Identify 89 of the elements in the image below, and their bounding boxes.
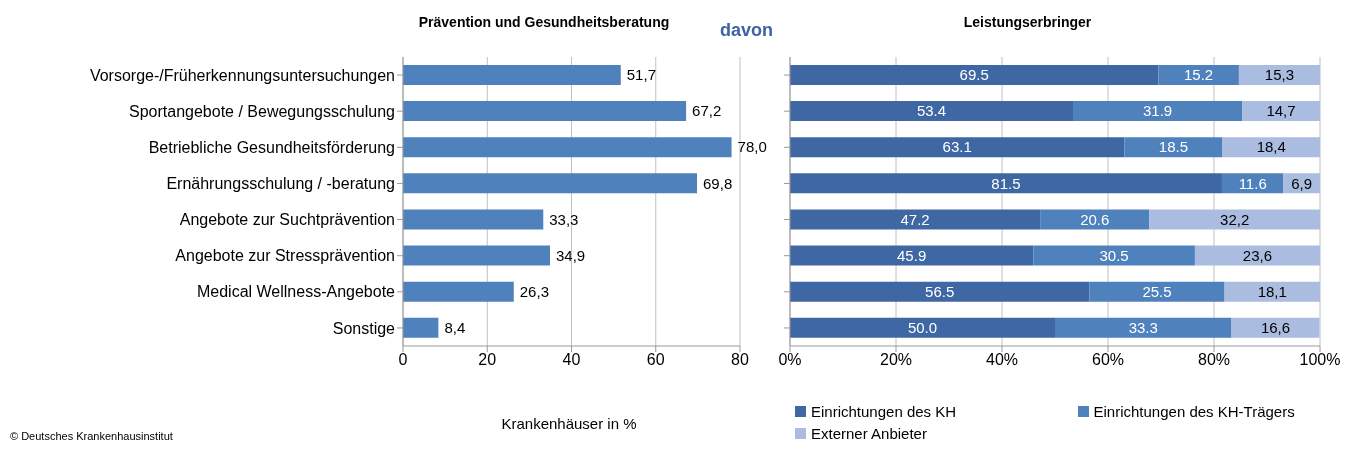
bar: [1055, 317, 1232, 338]
y-tick-label: Betriebliche Gesundheitsförderung: [148, 138, 395, 156]
data-label: 69,8: [703, 174, 733, 192]
data-label: 6,9: [1291, 174, 1313, 192]
data-label: 18.5: [1158, 138, 1189, 156]
bar: [403, 209, 544, 230]
bar: [790, 64, 1159, 85]
data-label: 47.2: [900, 210, 930, 228]
bar: [1149, 209, 1320, 230]
data-label: 69.5: [959, 66, 989, 84]
bar: [403, 64, 621, 85]
bar: [1224, 281, 1320, 302]
data-label: 56.5: [925, 282, 955, 300]
bar: [790, 245, 1034, 266]
y-tick-label: Angebote zur Stressprävention: [175, 247, 395, 265]
bar: [403, 245, 551, 266]
data-label: 33,3: [549, 210, 579, 228]
x-tick-label: 20: [478, 351, 497, 369]
data-label: 14,7: [1266, 102, 1296, 120]
chart-title: Prävention und Gesundheitsberatung: [418, 14, 670, 30]
x-tick-label: 40: [562, 351, 581, 369]
data-label: 15,3: [1264, 66, 1295, 84]
x-tick-label: 0%: [778, 351, 802, 369]
data-label: 15.2: [1184, 66, 1214, 84]
legend-label: Externer Anbieter: [810, 423, 928, 444]
data-label: 11.6: [1238, 174, 1267, 192]
legend-label: Einrichtungen des KH: [810, 401, 958, 422]
x-tick-label: 60%: [1091, 351, 1125, 369]
bar: [1073, 101, 1243, 122]
bar: [1089, 281, 1225, 302]
x-tick-label: 20%: [879, 351, 913, 369]
data-label: 53.4: [916, 102, 947, 120]
data-label: 34,9: [556, 246, 586, 264]
data-label: 45.9: [897, 246, 927, 264]
data-label: 23,6: [1242, 246, 1273, 264]
bar: [790, 317, 1055, 338]
bar: [1033, 245, 1195, 266]
text: © Deutsches Krankenhausinstitut: [10, 430, 173, 442]
data-label: 67,2: [692, 102, 722, 120]
bar: [403, 101, 687, 122]
legend-label: Einrichtungen des KH-Trägers: [1092, 401, 1296, 422]
data-label: 18,4: [1256, 138, 1286, 156]
y-tick-label: Angebote zur Suchtprävention: [179, 211, 395, 229]
data-label: 26,3: [519, 282, 549, 300]
bar: [403, 173, 698, 194]
bar: [1158, 64, 1239, 85]
x-tick-label: 80%: [1197, 351, 1231, 369]
text: davon: [720, 20, 774, 41]
chart-title: Leistungserbringer: [963, 14, 1092, 30]
x-axis-title: Krankenhäuser in %: [500, 415, 638, 432]
x-tick-label: 0: [398, 351, 408, 369]
data-label: 63.1: [942, 138, 972, 156]
data-label: 50.0: [907, 319, 938, 337]
y-tick-label: Sonstige: [332, 319, 396, 337]
data-label: 32,2: [1220, 210, 1250, 228]
bar: [790, 137, 1125, 158]
data-label: 78,0: [737, 138, 767, 156]
bar: [1040, 209, 1150, 230]
data-label: 25.5: [1142, 282, 1172, 300]
bar: [790, 101, 1074, 122]
x-tick-label: 40%: [985, 351, 1019, 369]
data-label: 33.3: [1128, 319, 1158, 337]
bar: [403, 317, 439, 338]
x-tick-label: 80: [731, 351, 749, 369]
y-tick-label: Medical Wellness-Angebote: [196, 283, 396, 301]
bar: [1222, 137, 1320, 158]
bar: [1242, 101, 1320, 122]
bar: [1231, 317, 1320, 338]
data-label: 18,1: [1257, 282, 1287, 300]
data-label: 30.5: [1099, 246, 1129, 264]
bar: [403, 137, 732, 158]
x-tick-label: 60: [646, 351, 665, 369]
x-tick-label: 100%: [1299, 351, 1341, 369]
bar: [1124, 137, 1223, 158]
y-tick-label: Vorsorge-/Früherkennungsuntersuchungen: [89, 66, 395, 84]
data-label: 51,7: [626, 66, 656, 84]
bar: [790, 173, 1222, 194]
bar: [790, 209, 1041, 230]
bar: [1194, 245, 1320, 266]
bar: [1238, 64, 1320, 85]
y-tick-label: Sportangebote / Bewegungsschulung: [129, 102, 395, 120]
bar: [403, 281, 514, 302]
data-label: 20.6: [1080, 210, 1110, 228]
data-label: 8,4: [444, 319, 466, 337]
data-label: 16,6: [1260, 319, 1291, 337]
bar: [790, 281, 1090, 302]
y-tick-label: Ernährungsschulung / -beratung: [166, 175, 395, 193]
data-label: 31.9: [1142, 102, 1173, 120]
data-label: 81.5: [991, 174, 1021, 192]
